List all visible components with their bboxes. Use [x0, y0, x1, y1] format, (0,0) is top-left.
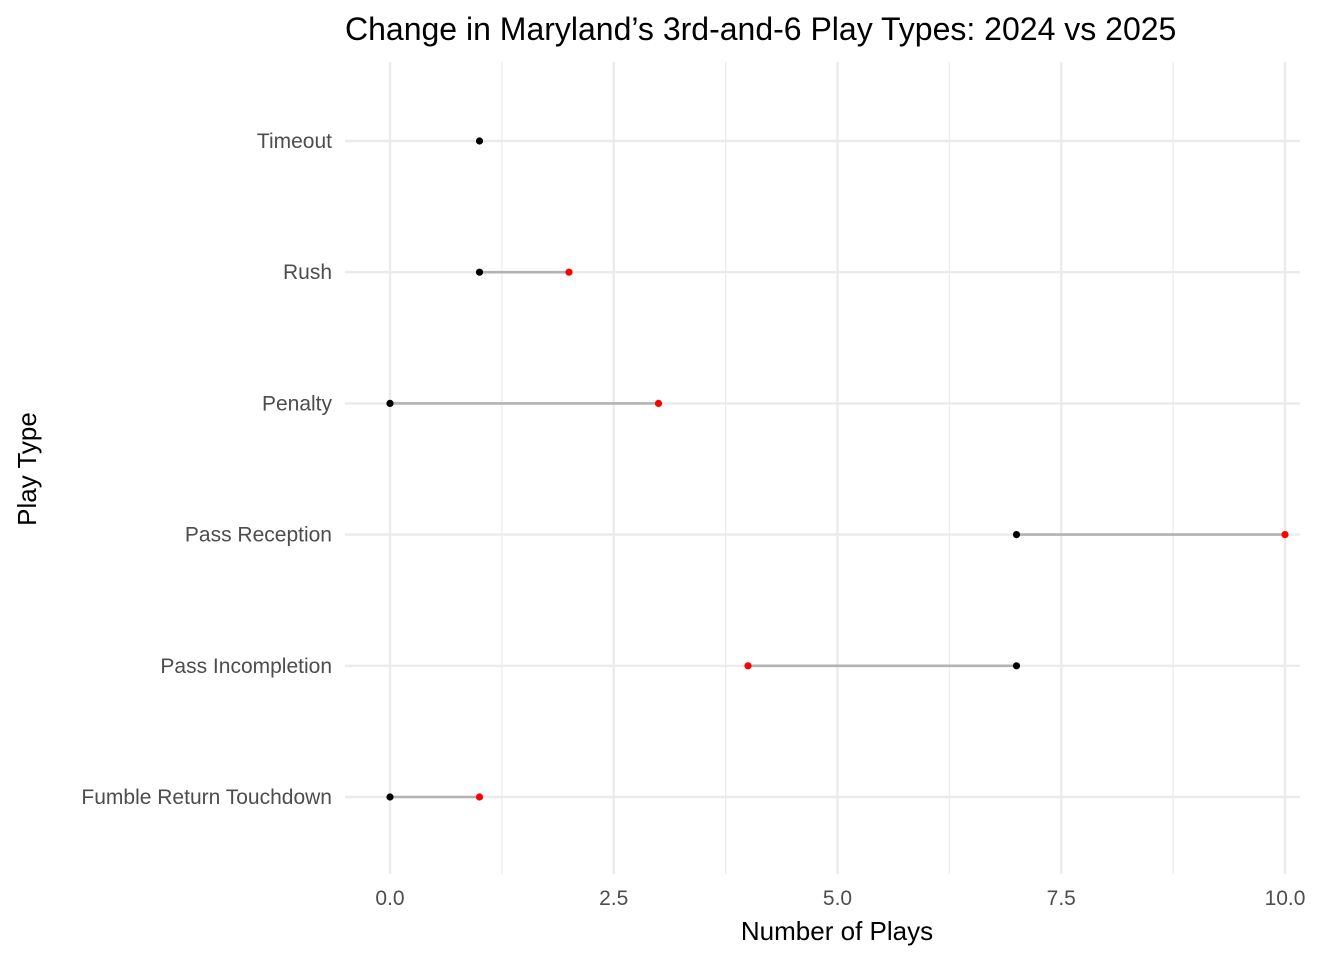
x-tick-label: 5.0: [823, 887, 852, 910]
red-point: [744, 662, 752, 670]
black-point: [475, 137, 484, 145]
y-tick-label: Pass Incompletion: [160, 655, 332, 678]
x-tick-label: 10.0: [1265, 887, 1306, 910]
grid-lines: [345, 62, 1300, 874]
black-point: [1012, 662, 1021, 670]
red-point: [1281, 531, 1289, 539]
y-tick-label: Pass Reception: [185, 524, 332, 547]
y-tick-label: Fumble Return Touchdown: [81, 786, 332, 809]
x-tick-label: 0.0: [375, 887, 404, 910]
x-axis-title: Number of Plays: [741, 916, 933, 946]
y-tick-label: Timeout: [257, 130, 332, 153]
red-point: [654, 399, 663, 407]
black-point: [1012, 531, 1021, 539]
red-point: [565, 268, 573, 276]
x-tick-label: 2.5: [599, 887, 628, 910]
y-axis-title: Play Type: [12, 412, 42, 526]
black-point: [475, 268, 484, 276]
y-tick-label: Rush: [283, 261, 332, 284]
black-point: [386, 399, 394, 407]
chart-title: Change in Maryland’s 3rd-and-6 Play Type…: [345, 11, 1176, 47]
red-point: [475, 793, 484, 801]
data-points: [386, 137, 1289, 801]
y-tick-label: Penalty: [262, 392, 333, 415]
tick-labels: Timeout Rush Penalty Pass Reception Pass Inc…: [81, 130, 1305, 910]
black-point: [386, 793, 394, 801]
change-segments: [390, 270, 1285, 799]
x-tick-label: 7.5: [1047, 887, 1076, 910]
